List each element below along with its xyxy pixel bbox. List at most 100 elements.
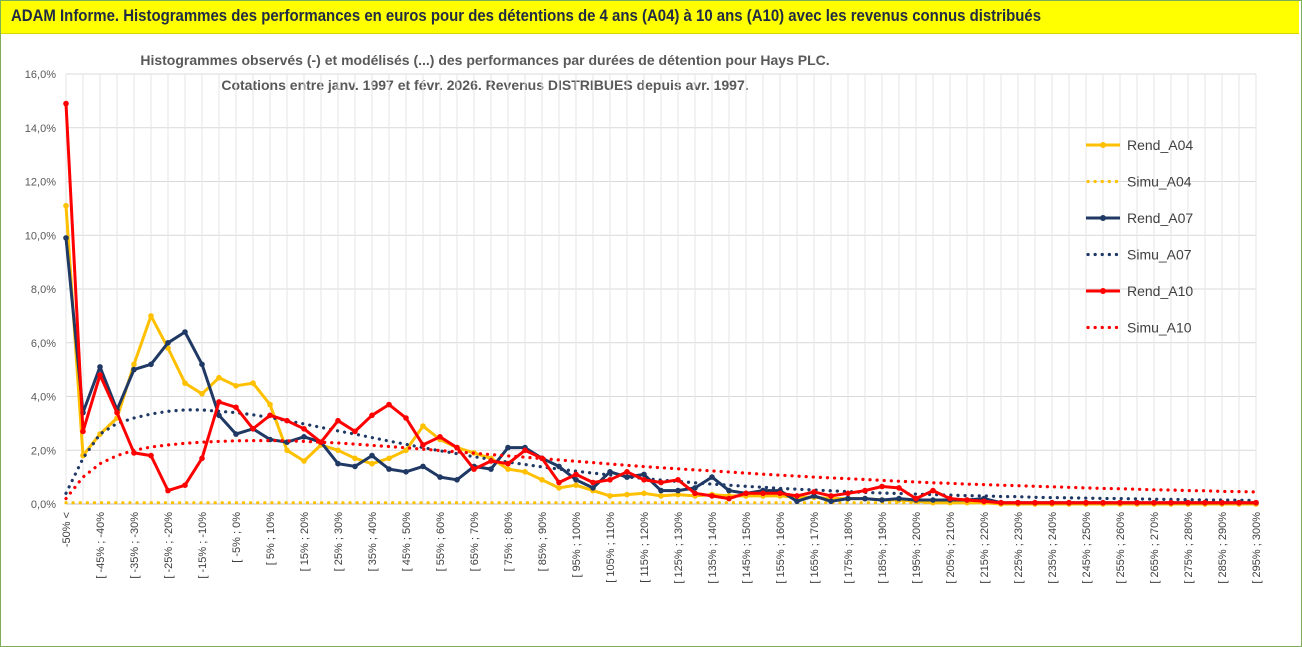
x-tick-label: [ 235% ; 240% xyxy=(1047,512,1059,584)
data-point xyxy=(590,479,596,486)
legend-item: Simu_A04 xyxy=(1086,174,1192,190)
data-point xyxy=(556,463,562,470)
data-point xyxy=(709,474,715,480)
legend-label: Rend_A07 xyxy=(1127,210,1193,226)
data-point xyxy=(233,431,239,437)
data-point xyxy=(1032,499,1038,506)
data-point xyxy=(862,487,868,494)
x-tick-label: [ 145% ; 150% xyxy=(741,512,753,584)
data-point xyxy=(539,477,545,483)
data-point xyxy=(471,466,477,472)
y-tick-label: 16,0% xyxy=(25,69,56,81)
chart-title-line-2: Cotations entre janv. 1997 et févr. 2026… xyxy=(221,77,748,93)
x-tick-label: [ 5% ; 10% xyxy=(265,512,277,565)
data-point xyxy=(267,412,273,419)
data-point xyxy=(199,361,205,368)
data-point xyxy=(811,489,817,495)
data-point xyxy=(522,469,528,475)
data-point xyxy=(454,444,460,451)
y-tick-label: 2,0% xyxy=(31,445,56,457)
data-point xyxy=(148,452,154,459)
x-tick-label: [ 105% ; 110% xyxy=(605,512,617,583)
data-point xyxy=(1168,499,1174,506)
data-point xyxy=(403,469,409,475)
data-point xyxy=(1134,499,1140,506)
data-point xyxy=(573,477,579,483)
data-point xyxy=(879,483,885,490)
data-point xyxy=(845,490,851,497)
data-point xyxy=(505,444,511,451)
data-point xyxy=(607,469,613,475)
data-point xyxy=(488,466,494,472)
data-point xyxy=(216,412,222,419)
data-point xyxy=(1202,499,1208,506)
data-point xyxy=(420,423,426,429)
data-point xyxy=(488,458,494,464)
data-point xyxy=(624,491,630,498)
data-point xyxy=(420,463,426,470)
x-tick-label: [ 75% ; 80% xyxy=(503,512,515,572)
data-point xyxy=(369,452,375,459)
data-point xyxy=(165,487,171,494)
x-tick-label: [ -45% ; -40% xyxy=(95,512,107,579)
data-point xyxy=(216,374,222,381)
data-point xyxy=(165,340,171,346)
data-point xyxy=(216,399,222,405)
data-point xyxy=(862,495,868,502)
data-point xyxy=(726,495,732,502)
data-point xyxy=(301,426,307,432)
data-point xyxy=(828,493,834,499)
data-point xyxy=(930,497,936,503)
data-point xyxy=(556,485,562,491)
data-point xyxy=(522,447,528,454)
data-point xyxy=(148,313,154,319)
data-point xyxy=(641,490,647,497)
x-tick-label: [ 15% ; 20% xyxy=(299,512,311,572)
x-tick-label: [ 85% ; 90% xyxy=(537,512,549,572)
data-point xyxy=(437,434,443,440)
data-point xyxy=(233,404,239,411)
data-point xyxy=(335,460,341,467)
data-point xyxy=(1066,499,1072,506)
data-point xyxy=(556,479,562,486)
y-tick-label: 4,0% xyxy=(31,392,56,404)
data-point xyxy=(1100,499,1106,506)
legend-label: Rend_A04 xyxy=(1127,137,1193,153)
data-point xyxy=(1015,499,1021,506)
data-point xyxy=(964,497,970,503)
y-tick-label: 12,0% xyxy=(25,177,56,189)
data-point xyxy=(301,434,307,440)
data-point xyxy=(947,495,953,502)
x-tick-label: [ 265% ; 270% xyxy=(1149,512,1161,584)
data-point xyxy=(675,477,681,483)
legend-label: Rend_A10 xyxy=(1127,283,1193,299)
data-point xyxy=(250,426,256,432)
x-tick-label: [ -35% ; -30% xyxy=(129,512,141,579)
data-point xyxy=(284,417,290,424)
data-point xyxy=(760,490,766,497)
data-point xyxy=(981,498,987,505)
data-point xyxy=(318,439,324,446)
data-point xyxy=(386,401,392,408)
data-point xyxy=(1117,499,1123,506)
data-point xyxy=(692,485,698,491)
legend-item: Rend_A04 xyxy=(1086,137,1193,153)
data-point xyxy=(828,498,834,505)
data-point xyxy=(777,490,783,497)
data-point xyxy=(369,412,375,419)
data-point xyxy=(386,466,392,472)
y-tick-label: 10,0% xyxy=(25,230,56,242)
data-point xyxy=(930,487,936,494)
histogram-chart: Histogrammes observés (-) et modélisés (… xyxy=(25,52,1263,584)
legend-marker xyxy=(1100,142,1106,148)
data-point xyxy=(913,495,919,502)
data-point xyxy=(896,495,902,502)
data-point xyxy=(80,428,86,435)
data-point xyxy=(420,442,426,448)
data-point xyxy=(352,463,358,470)
legend-item: Rend_A10 xyxy=(1086,283,1193,299)
data-point xyxy=(437,474,443,480)
x-tick-label: [ 65% ; 70% xyxy=(469,512,481,572)
x-tick-label: [ 245% ; 250% xyxy=(1081,512,1093,584)
